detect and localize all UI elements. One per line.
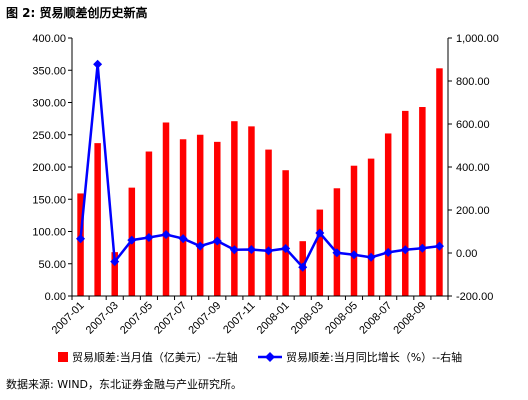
legend-swatch-bar <box>58 352 68 362</box>
legend-label-bar: 贸易顺差:当月值（亿美元）--左轴 <box>72 350 238 364</box>
bar-2008-08 <box>402 110 409 296</box>
left-tick-label: 350.00 <box>32 65 66 77</box>
yoy-point-2008-09 <box>417 243 427 253</box>
bar-2007-09 <box>214 141 221 296</box>
yoy-point-2008-04 <box>332 248 342 258</box>
yoy-point-2008-01 <box>281 243 291 253</box>
bar-2007-03 <box>111 252 118 296</box>
bar-2007-02 <box>94 143 101 296</box>
right-tick-label: 200.00 <box>456 205 490 217</box>
left-tick-label: 250.00 <box>32 130 66 142</box>
bar-2007-05 <box>145 151 153 296</box>
right-tick-label: -200.00 <box>456 291 493 303</box>
bar-2008-07 <box>384 133 392 296</box>
x-tick-label: 2007-11 <box>221 300 257 336</box>
x-tick-label: 2008-01 <box>255 300 292 337</box>
bar-2008-04 <box>333 188 341 296</box>
yoy-point-2007-08 <box>195 241 205 251</box>
chart-title: 图 2: 贸易顺差创历史新高 <box>6 6 148 20</box>
yoy-point-2007-04 <box>127 235 137 245</box>
x-tick-label: 2007-03 <box>84 300 121 337</box>
x-tick-label: 2007-01 <box>50 300 87 337</box>
x-tick-label: 2008-07 <box>357 300 394 337</box>
yoy-point-2007-12 <box>264 246 274 256</box>
chart-source: 数据来源: WIND，东北证券金融与产业研究所。 <box>6 378 243 391</box>
right-tick-label: 600.00 <box>456 119 490 131</box>
yoy-point-2007-03 <box>110 257 120 267</box>
x-tick-label: 2008-03 <box>289 300 326 337</box>
yoy-point-2008-07 <box>383 247 393 257</box>
bar-2007-12 <box>265 149 272 296</box>
yoy-point-2008-10 <box>434 241 444 251</box>
bar-2008-10 <box>436 68 443 296</box>
bar-2007-10 <box>231 121 238 296</box>
bar-2007-07 <box>179 139 187 296</box>
yoy-point-2007-02 <box>93 59 103 69</box>
legend-label-line: 贸易顺差:当月同比增长（%）--右轴 <box>286 350 462 364</box>
yoy-point-2008-03 <box>315 228 325 238</box>
yoy-point-2007-09 <box>212 236 222 246</box>
right-tick-label: 400.00 <box>456 162 490 174</box>
yoy-point-2008-06 <box>366 252 376 262</box>
right-tick-label: 0.00 <box>456 248 477 260</box>
yoy-growth-line <box>79 64 440 270</box>
bar-2008-01 <box>282 170 289 296</box>
x-tick-label: 2007-05 <box>118 300 155 337</box>
x-tick-label: 2007-07 <box>152 300 189 337</box>
bar-2008-09 <box>419 107 426 296</box>
right-tick-label: 800.00 <box>456 76 490 88</box>
yoy-point-2007-07 <box>178 234 188 244</box>
x-tick-label: 2007-09 <box>186 300 223 337</box>
right-tick-label: 1,000.00 <box>456 33 499 45</box>
yoy-point-2008-08 <box>400 245 410 255</box>
yoy-point-2007-01 <box>76 234 86 244</box>
bar-2008-03 <box>316 209 324 296</box>
left-tick-label: 400.00 <box>32 33 66 45</box>
left-tick-label: 200.00 <box>32 162 66 174</box>
bar-2007-01 <box>77 193 84 296</box>
left-tick-label: 0.00 <box>45 291 66 303</box>
bar-2008-05 <box>350 165 358 296</box>
x-tick-label: 2008-09 <box>391 300 428 337</box>
yoy-point-2008-02 <box>298 262 308 272</box>
x-tick-label: 2008-05 <box>323 300 360 337</box>
yoy-point-2008-05 <box>349 250 359 260</box>
bar-2008-06 <box>367 158 375 296</box>
yoy-point-2007-06 <box>161 230 171 240</box>
bar-2007-08 <box>196 134 204 296</box>
left-tick-label: 150.00 <box>32 194 66 206</box>
yoy-point-2007-10 <box>229 245 239 255</box>
left-tick-label: 100.00 <box>32 227 66 239</box>
legend-swatch-marker <box>265 352 275 362</box>
left-tick-label: 300.00 <box>32 98 66 110</box>
plot-layer: 0.00 50.00 100.00 150.00 200.00 250.00 300.00 3… <box>32 33 498 364</box>
yoy-point-2007-11 <box>246 245 256 255</box>
left-tick-label: 50.00 <box>38 259 66 271</box>
yoy-point-2007-05 <box>144 233 154 243</box>
bar-2007-11 <box>248 126 255 297</box>
bar-2007-06 <box>162 122 170 297</box>
